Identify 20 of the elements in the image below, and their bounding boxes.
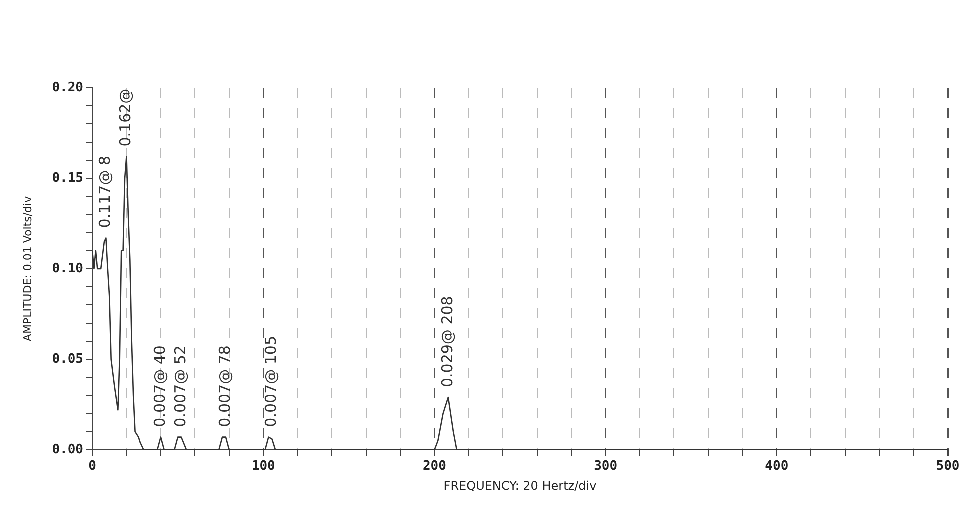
annotation: 0.117@ 8 bbox=[96, 156, 114, 228]
y-axis-title: AMPLITUDE: 0.01 Volts/div bbox=[21, 196, 34, 342]
x-tick-label: 500 bbox=[936, 459, 960, 474]
x-tick-label: 100 bbox=[252, 459, 276, 474]
x-tick-label: 300 bbox=[594, 459, 618, 474]
y-tick-label: 0.05 bbox=[52, 352, 84, 367]
x-tick-label: 200 bbox=[422, 459, 447, 474]
annotation: 0.007@ 105 bbox=[262, 336, 280, 428]
y-tick-label: 0.15 bbox=[52, 170, 84, 186]
annotation: 0.029@ 208 bbox=[438, 296, 456, 388]
x-tick-label: 0 bbox=[88, 459, 97, 474]
annotation: 0.007@ 78 bbox=[216, 346, 234, 428]
x-tick-label: 400 bbox=[765, 459, 789, 474]
annotation: 0.007@ 52 bbox=[171, 346, 190, 428]
y-tick-label: 0.10 bbox=[52, 261, 84, 276]
x-axis-title: FREQUENCY: 20 Hertz/div bbox=[444, 478, 597, 493]
annotation: 0.007@ 40 bbox=[150, 346, 169, 428]
annotation: 0.162@ bbox=[116, 88, 135, 147]
y-tick-label: 0.00 bbox=[52, 442, 84, 458]
y-tick-label: 0.20 bbox=[52, 80, 84, 96]
